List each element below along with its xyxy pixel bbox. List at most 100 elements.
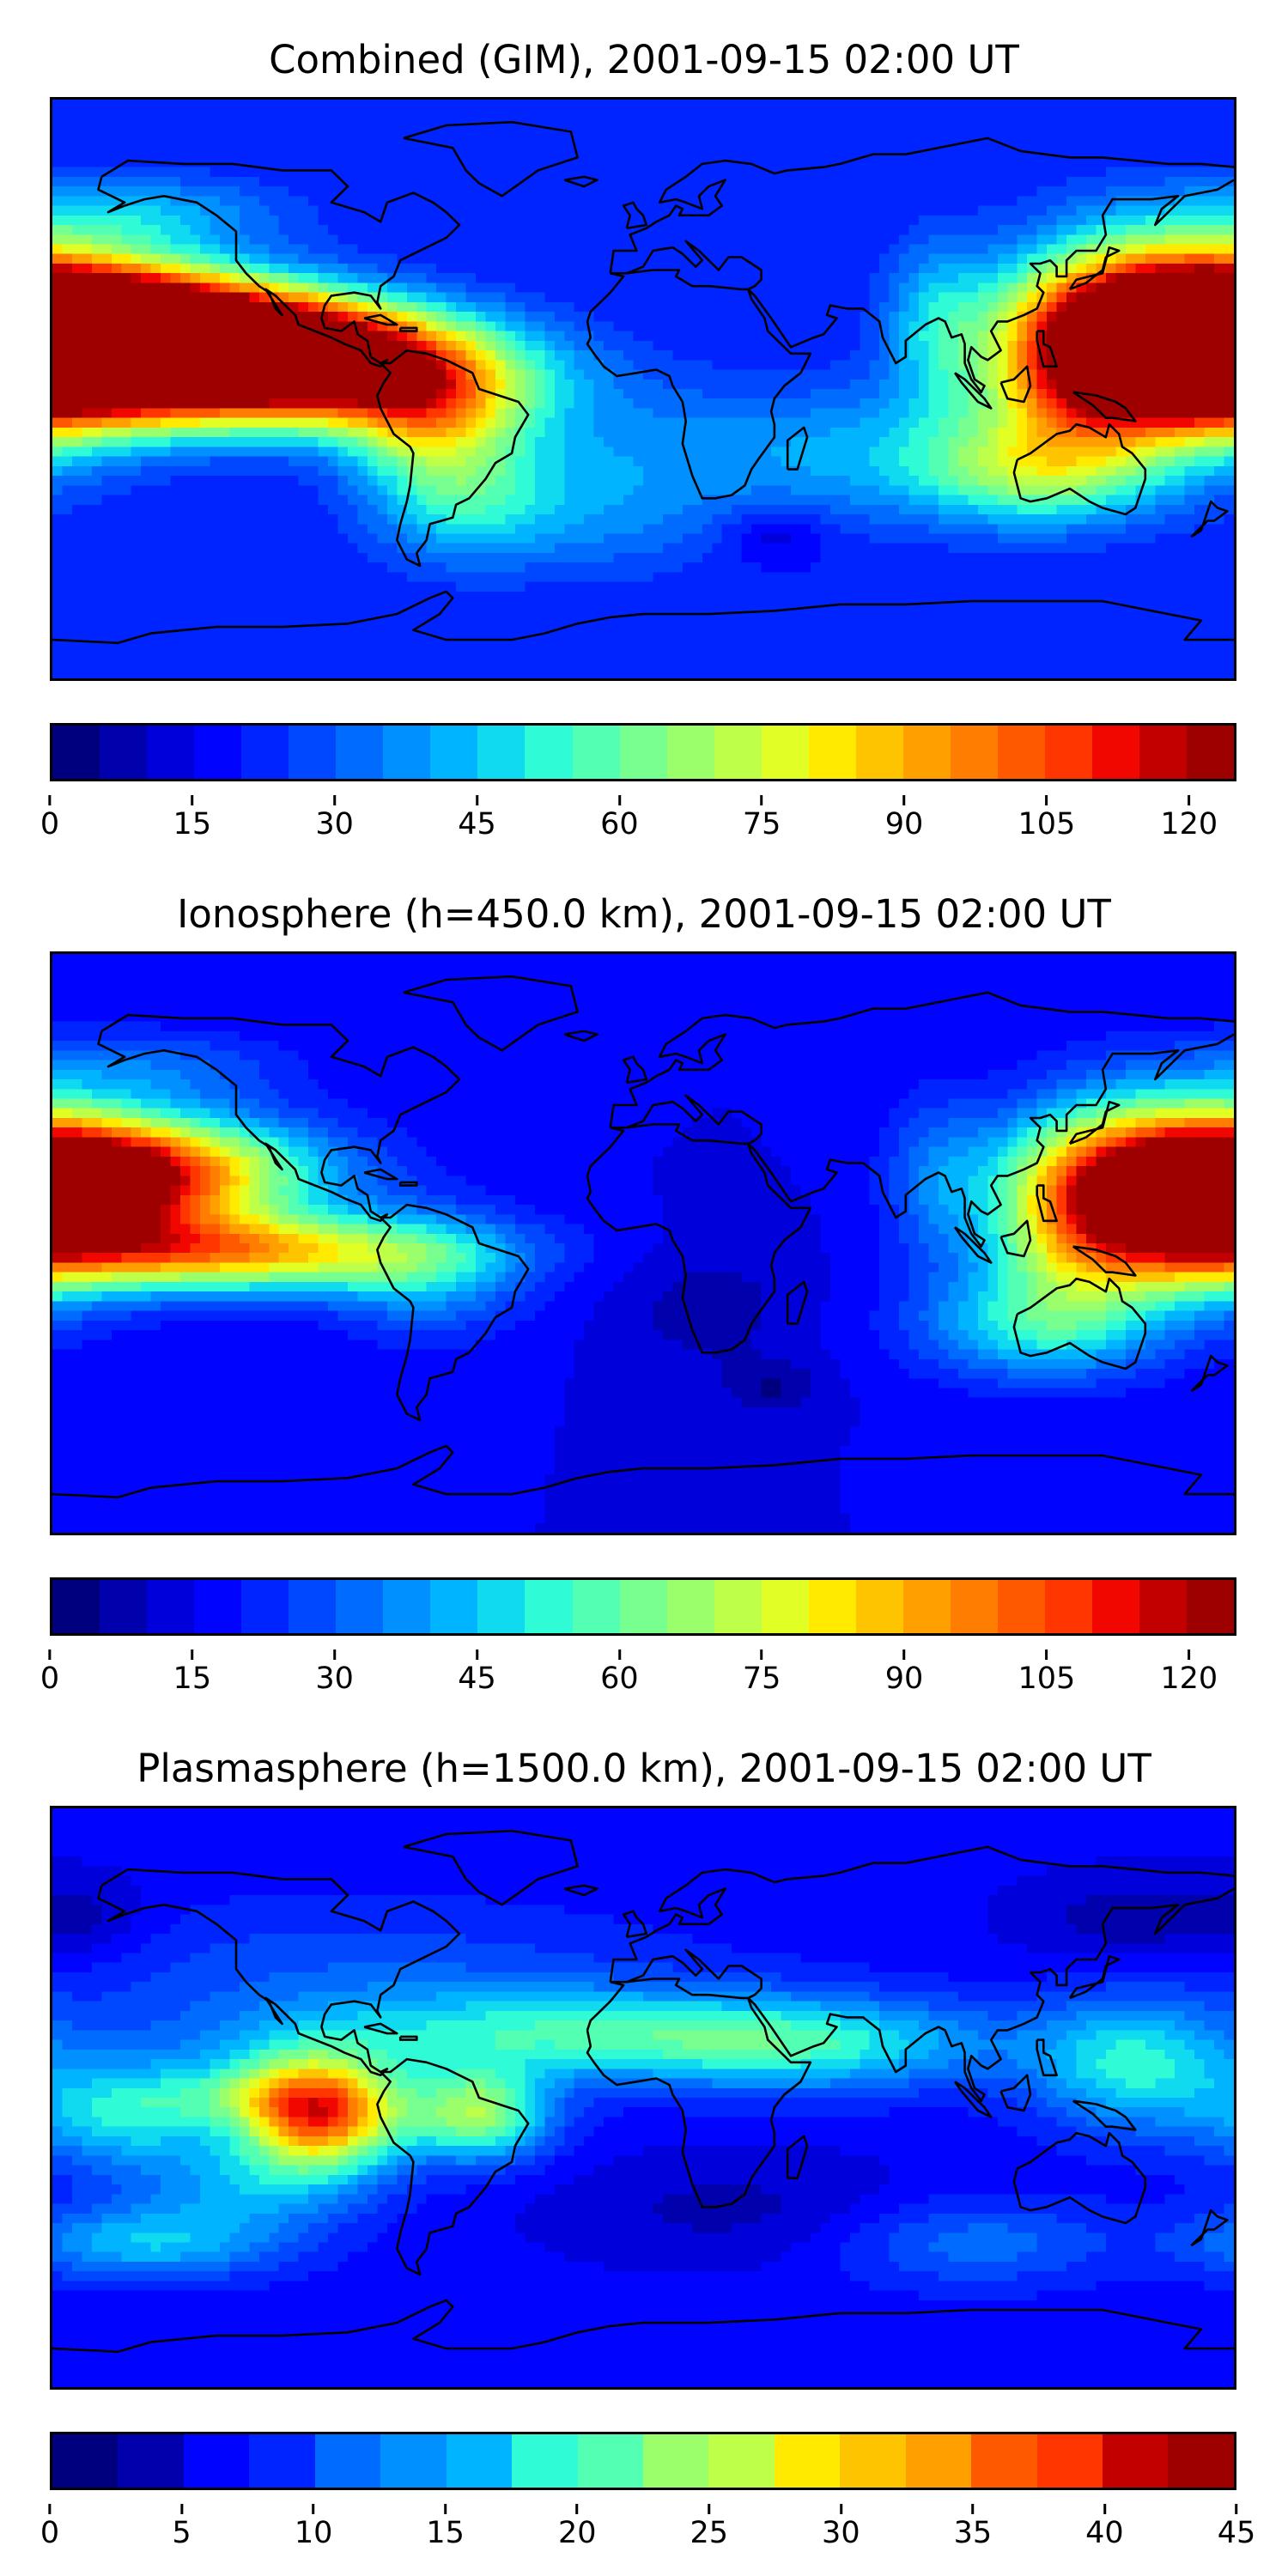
colorbar-ticks-combined: 0 15 30 45 60 75 90 105 120: [40, 807, 1236, 850]
panel-title-ionosphere: Ionosphere (h=450.0 km), 2001-09-15 02:0…: [52, 893, 1236, 936]
coastline-africa-west: [586, 1126, 625, 1176]
coastline-new-guinea: [1072, 391, 1137, 422]
colorbar-segment: [642, 2434, 709, 2488]
colorbar-tick-label: 90: [885, 1662, 924, 1696]
coastline-uk: [622, 201, 648, 230]
colorbar-segment: [477, 1580, 526, 1633]
coastline-australia: [1012, 1277, 1147, 1370]
colorbar-segment: [1187, 1580, 1235, 1633]
colorbar-segment: [619, 726, 667, 779]
colorbar-tick-label: 30: [822, 2516, 860, 2550]
coastline-borneo: [999, 1219, 1032, 1258]
coastline-med-north: [626, 240, 762, 291]
coastline-nz: [1190, 1354, 1229, 1393]
colorbar-tick-label: 15: [173, 807, 212, 841]
coastline-south-america: [376, 1203, 530, 1422]
coastline-north-america: [97, 159, 461, 368]
coastline-greenland: [403, 975, 579, 1052]
colorbar-tick-label: 40: [1085, 2516, 1124, 2550]
colorbar-segment: [1103, 2434, 1169, 2488]
colorbar-segment: [905, 2434, 972, 2488]
colorbar-segment: [52, 726, 100, 779]
coastline-philippines: [1036, 330, 1058, 368]
coastline-new-guinea: [1072, 1245, 1137, 1277]
coastline-antarctica: [52, 1444, 1234, 1499]
colorbar-plasmasphere: [50, 2432, 1236, 2490]
colorbar-tick-label: 45: [1218, 2516, 1256, 2550]
colorbar-segment: [714, 726, 762, 779]
coastline-borneo: [999, 2074, 1032, 2112]
colorbar-segment: [241, 1580, 289, 1633]
coastline-africa-west: [586, 1980, 625, 2031]
colorbar-tick-label: 35: [954, 2516, 993, 2550]
colorbar-ionosphere: [50, 1577, 1236, 1636]
colorbar-segment: [52, 1580, 100, 1633]
coastline-africa: [586, 1143, 812, 1354]
colorbar-segment: [774, 2434, 841, 2488]
colorbar-segment: [1168, 2434, 1234, 2488]
colorbar-segment: [147, 1580, 195, 1633]
colorbar-tick-label: 60: [600, 1662, 639, 1696]
colorbar-segment: [383, 726, 431, 779]
colorbar-segment: [183, 2434, 250, 2488]
coastline-hispaniola: [398, 1181, 418, 1187]
colorbar-tick-label: 120: [1160, 1662, 1218, 1696]
coastline-new-guinea: [1072, 2099, 1137, 2131]
coastline-iceland: [563, 1884, 598, 1897]
colorbar-segment: [314, 2434, 381, 2488]
colorbar-segment: [249, 2434, 315, 2488]
map-combined: [50, 97, 1236, 681]
coastline-mediterranean: [610, 1978, 749, 2000]
colorbar-segment: [430, 726, 478, 779]
coastline-hispaniola: [398, 2035, 418, 2041]
colorbar-segment: [714, 1580, 762, 1633]
coastline-mediterranean: [610, 269, 749, 291]
colorbar-tick-label: 10: [295, 2516, 333, 2550]
colorbar-tick-label: 45: [458, 1662, 496, 1696]
colorbar-segment: [241, 726, 289, 779]
colorbar-ticks-ionosphere: 0 15 30 45 60 75 90 105 120: [40, 1662, 1236, 1704]
colorbar-segment: [577, 2434, 643, 2488]
colorbar-tick-label: 0: [40, 1662, 59, 1696]
colorbar-segment: [666, 726, 714, 779]
colorbar-tick-label: 5: [172, 2516, 191, 2550]
coastlines: [52, 975, 1234, 1499]
coastline-north-america: [97, 1868, 461, 2077]
colorbar-segment: [380, 2434, 447, 2488]
colorbar-segment: [855, 1580, 903, 1633]
colorbar-segment: [855, 726, 903, 779]
colorbar-segment: [194, 1580, 242, 1633]
colorbar-segment: [1092, 1580, 1140, 1633]
colorbar-segment: [446, 2434, 513, 2488]
coastline-japan: [1068, 1954, 1121, 2000]
colorbar-segment: [619, 1580, 667, 1633]
colorbar-ticks-plasmasphere: 0 5 10 15 20 25 30 35 40 45: [40, 2516, 1255, 2559]
coastline-africa-west: [586, 271, 625, 322]
coastline-antarctica: [52, 2299, 1234, 2354]
colorbar-segment: [997, 1580, 1045, 1633]
colorbar-segment: [336, 726, 384, 779]
coastline-philippines: [1036, 1184, 1058, 1223]
colorbar-segment: [950, 726, 998, 779]
colorbar-tick-label: 105: [1018, 1662, 1075, 1696]
colorbar-tick-label: 90: [885, 807, 924, 841]
colorbar-segment: [950, 1580, 998, 1633]
colorbar-tick-label: 25: [690, 2516, 728, 2550]
coastline-nz: [1190, 500, 1229, 538]
coastline-europe: [609, 991, 1234, 1128]
coastline-uk: [622, 1910, 648, 1939]
map-ionosphere: [50, 951, 1236, 1535]
colorbar-segment: [971, 2434, 1037, 2488]
coastline-australia: [1012, 422, 1147, 516]
panel-title-combined: Combined (GIM), 2001-09-15 02:00 UT: [52, 39, 1236, 82]
colorbar-tick-label: 0: [40, 2516, 59, 2550]
colorbar-segment: [808, 1580, 856, 1633]
coastline-madagascar: [786, 1280, 809, 1325]
colorbar-segment: [430, 1580, 478, 1633]
coastline-borneo: [999, 365, 1032, 404]
coastline-madagascar: [786, 426, 809, 471]
colorbar-segment: [383, 1580, 431, 1633]
colorbar-segment: [100, 1580, 148, 1633]
coastline-south-america: [376, 349, 530, 568]
tec-field: [52, 954, 1234, 1533]
